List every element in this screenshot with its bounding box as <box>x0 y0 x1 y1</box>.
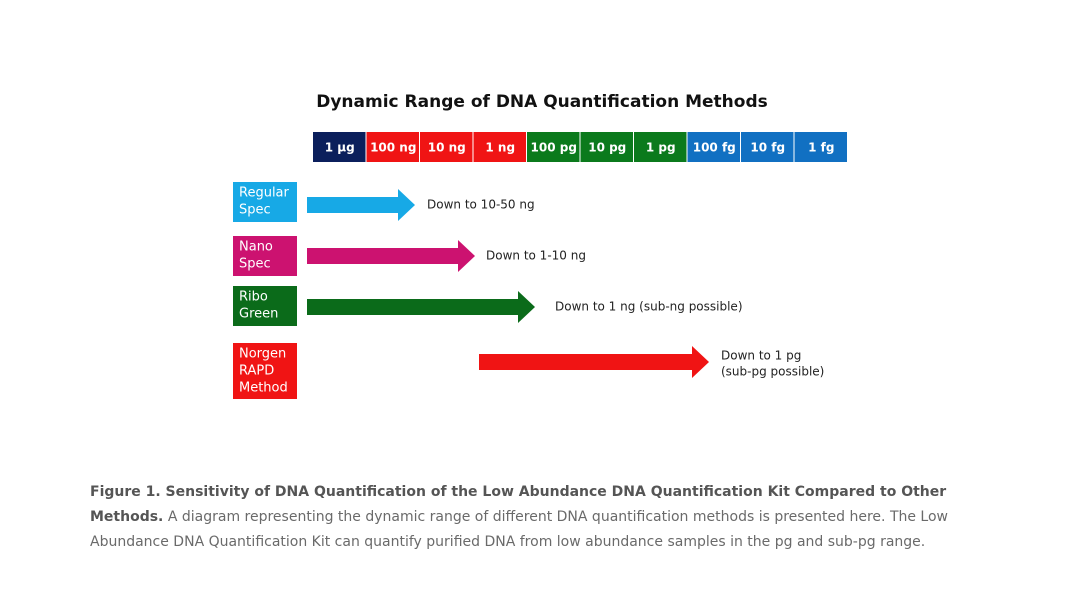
scale-label: 1 µg <box>325 141 355 155</box>
scale-label: 100 pg <box>531 141 577 155</box>
method-box <box>233 286 297 326</box>
scale-label: 10 pg <box>588 141 626 155</box>
arrow <box>307 240 475 272</box>
method-box <box>233 236 297 276</box>
scale-label: 100 fg <box>693 141 736 155</box>
method-result: Down to 1 ng (sub-ng possible) <box>555 300 743 314</box>
scale-label: 1 fg <box>808 141 834 155</box>
scale-label: 100 ng <box>370 141 416 155</box>
caption-text: A diagram representing the dynamic range… <box>90 509 949 550</box>
method-label: Regular <box>239 186 290 201</box>
scale-cell <box>634 132 687 162</box>
arrow <box>307 189 415 221</box>
method-label: Ribo <box>239 290 268 305</box>
scale-cell <box>527 132 580 162</box>
method-label: Spec <box>239 203 271 218</box>
method-result: (sub-pg possible) <box>721 365 824 379</box>
method-result: Down to 10-50 ng <box>427 198 535 212</box>
diagram: Dynamic Range of DNA Quantification Meth… <box>233 92 847 399</box>
scale-label: 10 ng <box>428 141 466 155</box>
method-result: Down to 1-10 ng <box>486 249 586 263</box>
method-label: Norgen <box>239 347 286 362</box>
caption-bold: Figure 1. Sensitivity of DNA Quantificat… <box>90 484 947 525</box>
method-label: Method <box>239 381 288 396</box>
scale-label: 1 ng <box>485 141 515 155</box>
scale-cell <box>741 132 794 162</box>
method-label: Spec <box>239 257 271 272</box>
scale-cell <box>687 132 740 162</box>
caption: Figure 1. Sensitivity of DNA Quantificat… <box>90 480 990 555</box>
scale-label: 10 fg <box>750 141 785 155</box>
scale-cell <box>794 132 847 162</box>
method-label: Nano <box>239 240 273 255</box>
scale-cell <box>366 132 419 162</box>
method-box <box>233 182 297 222</box>
method-label: RAPD <box>239 364 274 379</box>
scale-cell <box>473 132 526 162</box>
method-box <box>233 343 297 399</box>
arrow <box>307 291 535 323</box>
scale-cell <box>313 132 366 162</box>
arrow <box>479 346 709 378</box>
scale-label: 1 pg <box>646 141 676 155</box>
method-label: Green <box>239 307 278 322</box>
scale-cell <box>420 132 473 162</box>
method-result: Down to 1 pg <box>721 349 801 363</box>
scale-cell <box>580 132 633 162</box>
diagram-title: Dynamic Range of DNA Quantification Meth… <box>316 92 768 112</box>
